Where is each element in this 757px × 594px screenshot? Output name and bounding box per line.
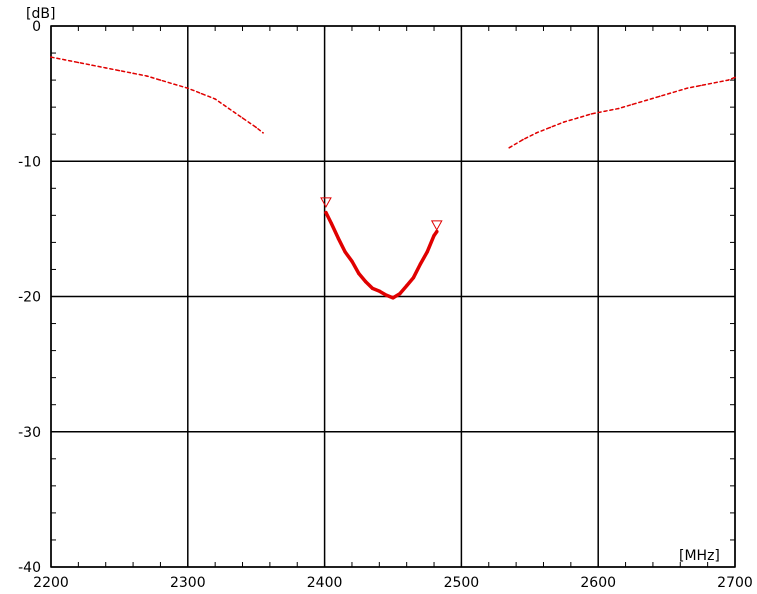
data-point xyxy=(700,84,702,87)
data-point xyxy=(187,87,189,90)
data-point xyxy=(145,75,148,77)
series-line-3 xyxy=(508,76,736,149)
data-point xyxy=(391,296,395,300)
x-tick-label: 2700 xyxy=(717,575,753,591)
data-point xyxy=(200,92,203,95)
data-point xyxy=(132,72,134,75)
grid xyxy=(50,25,736,568)
data-point xyxy=(727,79,729,81)
marker-triangle-icon xyxy=(320,197,332,208)
data-point xyxy=(324,211,328,215)
marker-triangle-icon xyxy=(430,220,443,231)
data-point xyxy=(734,76,736,79)
data-point xyxy=(713,82,716,84)
data-point xyxy=(329,221,334,226)
data-point xyxy=(370,286,375,290)
y-tick-label: -40 xyxy=(18,560,41,576)
x-tick-label: 2500 xyxy=(444,575,480,591)
data-point xyxy=(91,64,93,67)
series-line-2 xyxy=(324,210,439,300)
data-point xyxy=(173,83,175,85)
data-point xyxy=(411,275,416,280)
data-point xyxy=(535,132,538,134)
data-point xyxy=(508,146,511,149)
y-tick-label: -20 xyxy=(18,290,41,306)
marker-layer xyxy=(320,197,443,231)
data-point xyxy=(672,91,675,94)
data-point xyxy=(425,250,429,254)
x-tick-label: 2300 xyxy=(170,575,206,591)
data-point xyxy=(77,61,80,64)
data-point xyxy=(214,98,216,100)
data-point xyxy=(50,56,52,58)
data-point xyxy=(418,262,422,266)
data-point xyxy=(590,113,593,115)
data-point xyxy=(377,289,381,293)
data-point xyxy=(432,234,436,238)
y-tick-label: -30 xyxy=(18,425,41,441)
data-point xyxy=(549,126,552,129)
y-tick-label: -10 xyxy=(18,154,41,170)
x-axis-unit: [MHz] xyxy=(679,548,720,564)
plot-frame xyxy=(50,25,736,568)
data-point xyxy=(563,121,565,123)
data-point xyxy=(104,67,107,69)
data-point xyxy=(262,132,264,134)
data-point xyxy=(364,280,368,284)
data-point xyxy=(617,107,620,110)
data-point xyxy=(241,117,244,119)
y-tick-label: 0 xyxy=(32,19,41,35)
data-point xyxy=(228,107,230,110)
data-point xyxy=(522,138,524,141)
data-point xyxy=(435,229,439,234)
data-point xyxy=(384,293,388,297)
data-point xyxy=(576,117,579,119)
series-line-1 xyxy=(50,56,264,134)
data-point xyxy=(658,95,661,98)
data-point xyxy=(357,271,361,276)
data-point xyxy=(336,236,340,240)
data-point xyxy=(604,110,606,113)
data-point xyxy=(686,87,688,90)
data-point xyxy=(63,59,66,61)
data-point xyxy=(350,259,354,263)
data-point xyxy=(405,284,409,288)
x-tick-label: 2400 xyxy=(307,575,343,591)
data-point xyxy=(645,99,647,102)
series-layer xyxy=(50,56,736,300)
data-point xyxy=(631,103,634,106)
tick-labels: 2200 2300 2400 2500 2600 2700 0 -10 -20 -30 -40 xyxy=(18,19,753,591)
data-point xyxy=(343,250,347,254)
data-point xyxy=(159,79,162,81)
y-axis-unit: [dB] xyxy=(26,6,55,22)
data-point xyxy=(255,126,257,129)
x-tick-label: 2600 xyxy=(580,575,616,591)
x-tick-label: 2200 xyxy=(33,575,69,591)
data-point xyxy=(118,69,121,72)
data-point xyxy=(398,292,402,296)
